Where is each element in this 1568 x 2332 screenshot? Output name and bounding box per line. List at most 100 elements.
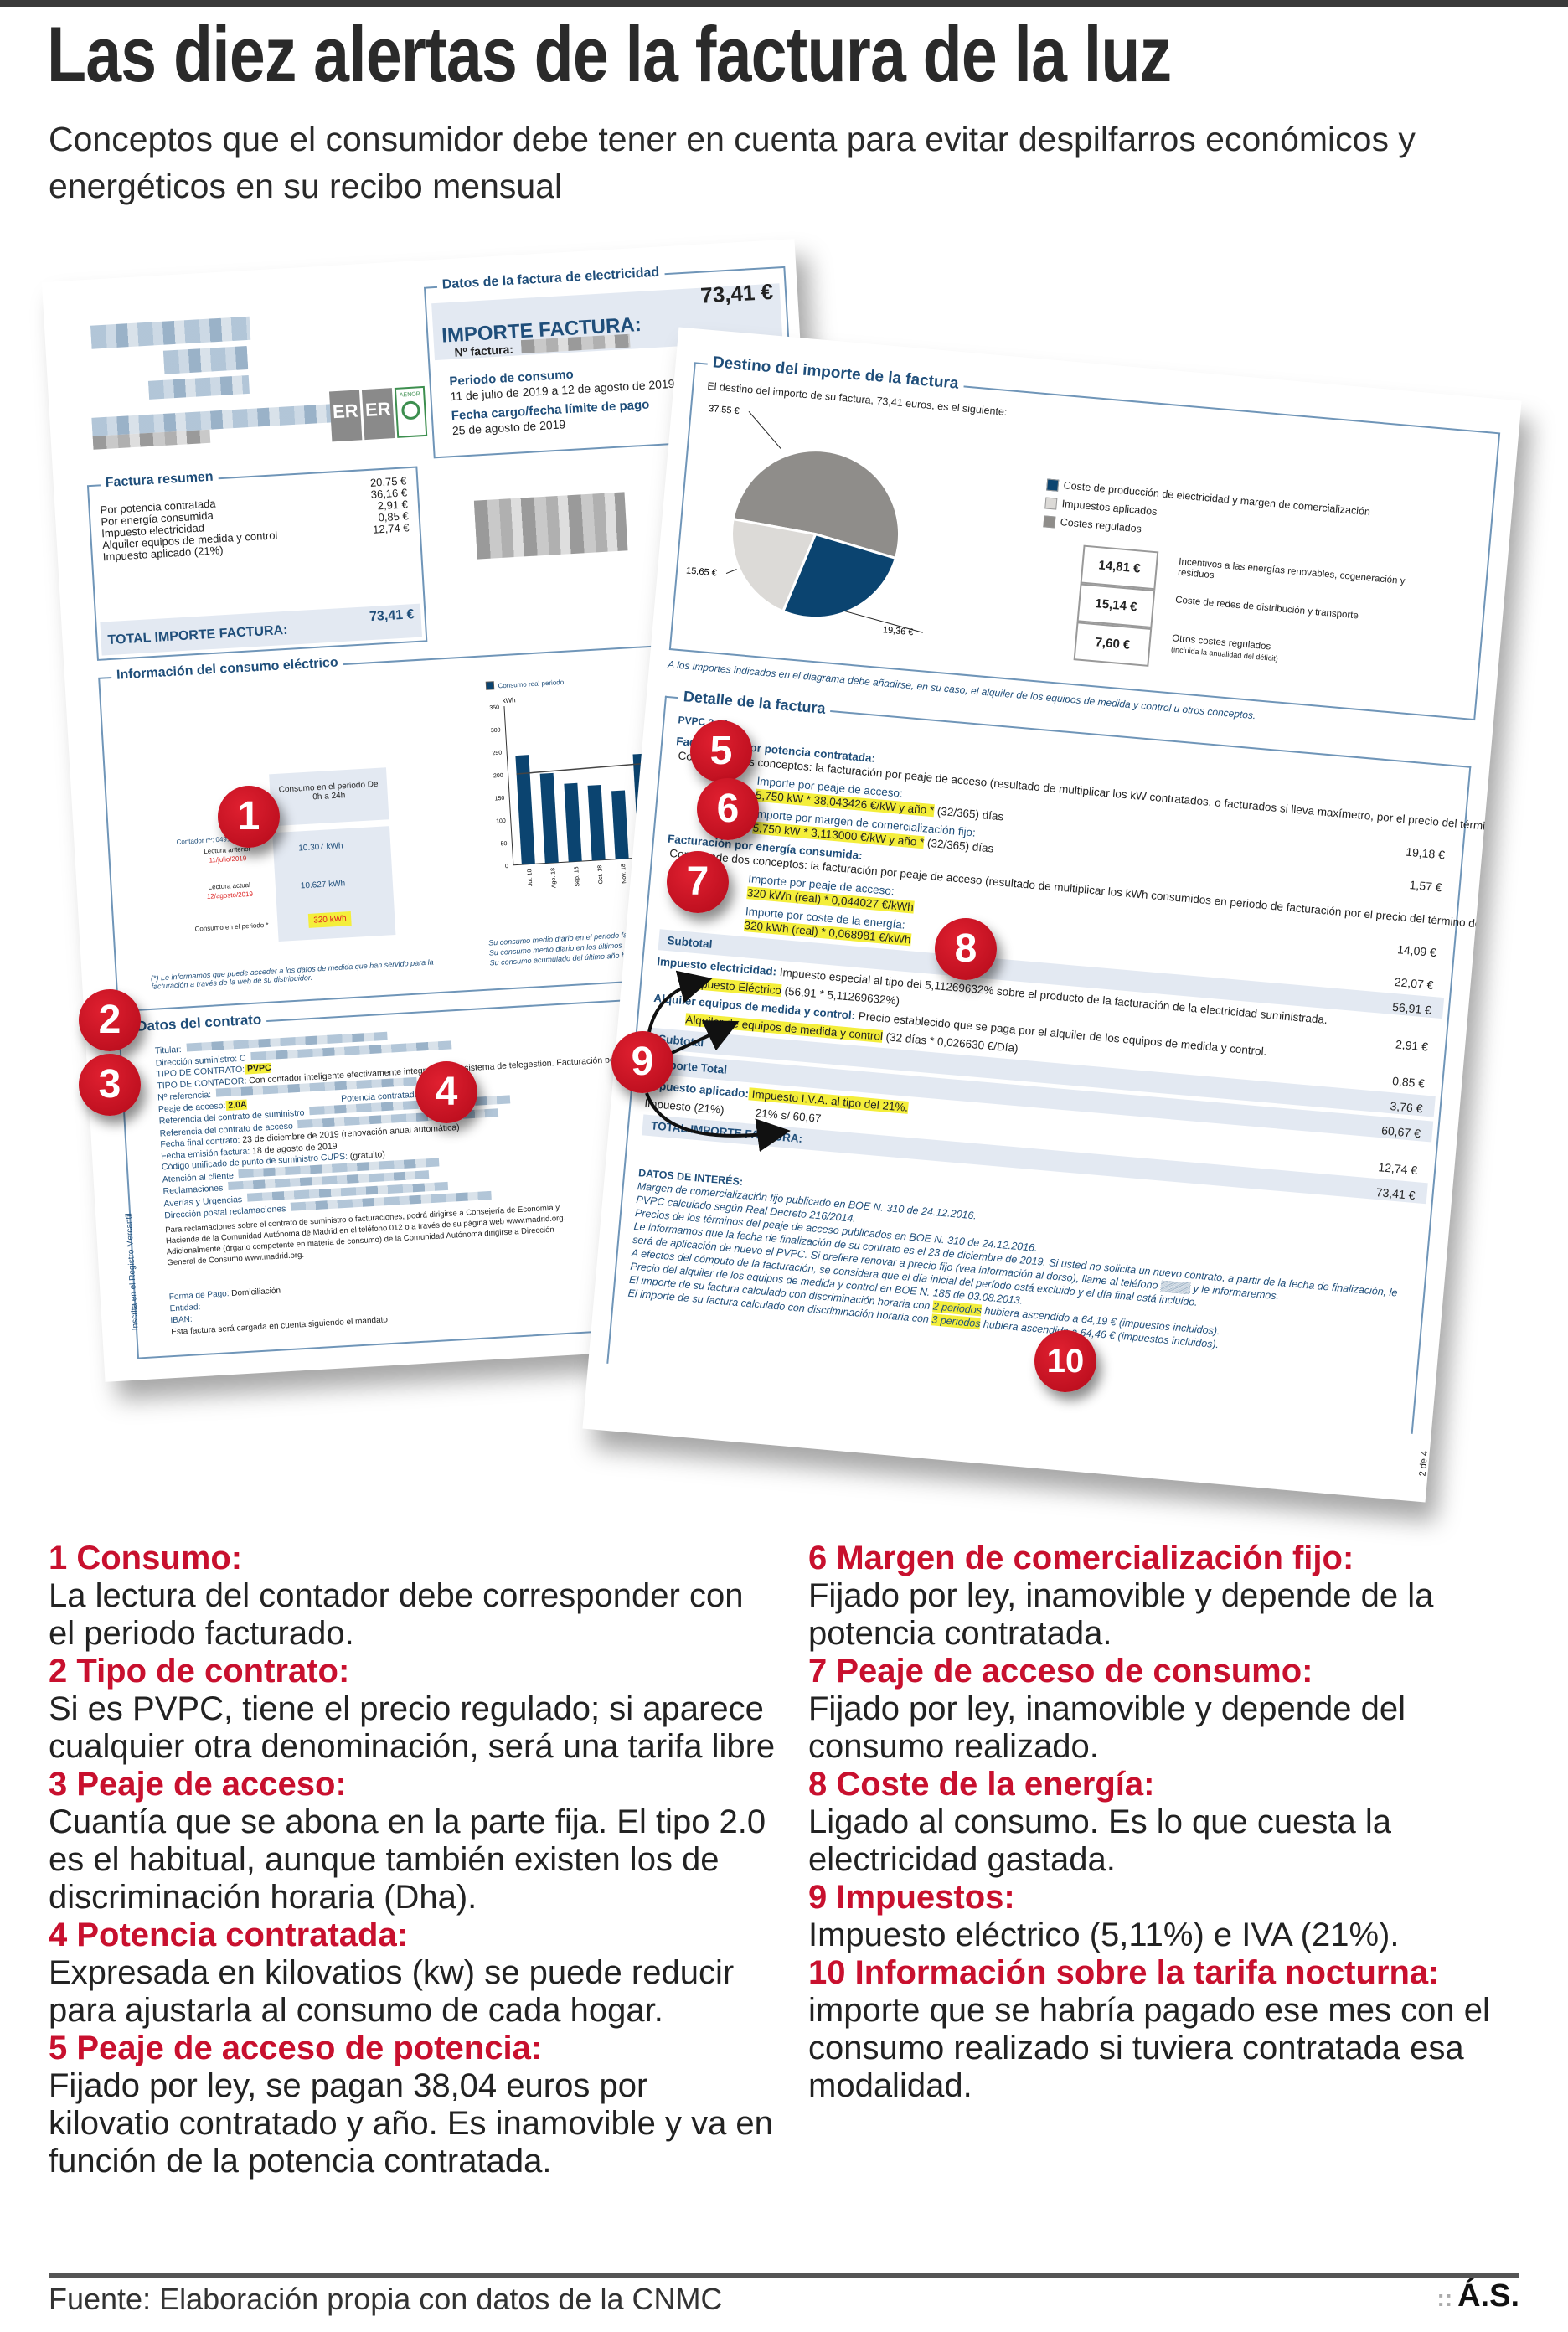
explanation-text: Si es PVPC, tiene el precio regulado; si… <box>49 1690 776 1765</box>
regulated-cost-value: 14,81 € <box>1080 544 1159 591</box>
marker-9: 9 <box>611 1031 673 1093</box>
explanation-title: 3 Peaje de acceso: <box>49 1766 347 1803</box>
legend-swatch <box>1046 478 1060 492</box>
marker-7: 7 <box>667 851 729 913</box>
explanation-text: Fijado por ley, se pagan 38,04 euros por… <box>49 2067 773 2180</box>
consumption-footnote: (*) Le informamos que puede acceder a lo… <box>150 957 434 991</box>
source-note: Fuente: Elaboración propia con datos de … <box>49 2282 723 2316</box>
y-tick-label: 200 <box>493 773 503 780</box>
regulated-cost-value: 7,60 € <box>1073 622 1153 667</box>
y-tick-label: 150 <box>494 796 504 802</box>
explanation-title: 2 Tipo de contrato: <box>49 1653 350 1690</box>
detail-amount: 14,09 € <box>1396 942 1437 960</box>
pie-leader <box>842 610 923 633</box>
aenor-environment-logo: AENOR <box>394 385 428 438</box>
y-tick-label: 0 <box>505 864 508 869</box>
marker-8: 8 <box>935 918 997 980</box>
detail-amount: 22,07 € <box>1394 974 1435 992</box>
contract-line-label: Titular: <box>154 1044 182 1056</box>
period-consumption-label: Consumo en el periodo * <box>194 921 269 933</box>
detail-amount: 56,91 € <box>1391 999 1432 1017</box>
redacted-block <box>91 404 336 436</box>
x-tick-label: Jul. 18 <box>527 869 534 886</box>
regulated-cost-label: Coste de redes de distribución y transpo… <box>1175 595 1426 627</box>
section-heading: Datos de la factura de electricidad <box>436 265 665 293</box>
explanations-left-column: 1 Consumo: La lectura del contador debe c… <box>49 1540 777 2180</box>
bar <box>611 790 629 859</box>
x-tick-label: Nov. 18 <box>621 864 627 884</box>
top-rule <box>0 0 1568 7</box>
detail-rows: Facturación por potencia contratada: Com… <box>642 734 1522 1208</box>
pie-value-label: 19,36 € <box>882 625 914 637</box>
explanation-title: 7 Peaje de acceso de consumo: <box>808 1653 1313 1690</box>
explanation-text: La lectura del contador debe corresponde… <box>49 1577 744 1652</box>
aenor-er-logo: ER <box>328 390 363 442</box>
explanation-text: Fijado por ley, inamovible y depende de … <box>808 1577 1434 1652</box>
pie-slice <box>730 517 818 613</box>
explanation-title: 5 Peaje de acceso de potencia: <box>49 2030 543 2066</box>
explanation-text: importe que se habría pagado ese mes con… <box>808 1992 1490 2104</box>
y-tick-label: 100 <box>496 818 506 825</box>
marker-5: 5 <box>690 720 752 782</box>
page-subtitle: Conceptos que el consumidor debe tener e… <box>49 120 1416 205</box>
bill-page-2: Destino del importe de la factura El des… <box>582 327 1522 1503</box>
legend-label: Costes regulados <box>1060 516 1142 535</box>
bar <box>539 772 559 864</box>
explanation-text: Ligado al consumo. Es lo que cuesta la e… <box>808 1803 1391 1878</box>
marker-1: 1 <box>218 786 280 848</box>
explanation-text: Impuesto eléctrico (5,11%) e IVA (21%). <box>808 1917 1400 1953</box>
pie-slice <box>731 449 900 560</box>
explanation-title: 1 Consumo: <box>49 1540 243 1576</box>
footer-rule <box>49 2273 1519 2278</box>
meter-table-header: Consumo en el periodo De 0h a 24h <box>269 767 389 827</box>
regulated-cost-label: Otros costes regulados (incluida la anual… <box>1171 633 1423 677</box>
marker-6: 6 <box>697 778 759 840</box>
detail-amount: 1,57 € <box>1409 878 1443 895</box>
detail-row-label: TOTAL IMPORTE FACTURA: <box>650 1119 803 1146</box>
explanation-title: 8 Coste de la energía: <box>808 1766 1155 1803</box>
contract-line-value: (gratuito) <box>347 1149 386 1162</box>
x-tick-label: Sep. 18 <box>574 866 580 887</box>
brand-logo: :: Á.S. <box>1436 2278 1519 2314</box>
bar <box>564 782 582 862</box>
explanation-text: Expresada en kilovatios (kw) se puede re… <box>49 1954 735 2029</box>
x-tick-label: Oct. 18 <box>597 864 604 884</box>
summary-labels: Por potencia contratada Por energía consu… <box>100 494 278 563</box>
contract-line-value: PVPC <box>244 1062 271 1075</box>
legend-swatch <box>1044 497 1058 510</box>
legend-swatch <box>1043 515 1056 529</box>
payment-info: Forma de Pago: Domiciliación Entidad: IB… <box>168 1286 389 1338</box>
detail-amount: 0,85 € <box>1391 1074 1426 1091</box>
y-axis-unit: kWh <box>502 696 515 704</box>
page-indicator: 2 de 4 <box>1417 1450 1431 1477</box>
explanation-title: 6 Margen de comercialización fijo: <box>808 1540 1354 1576</box>
previous-reading: Lectura anterior 11/julio/2019 <box>204 844 251 864</box>
pie-value-label: 37,55 € <box>709 404 740 416</box>
marker-4: 4 <box>415 1061 477 1123</box>
y-tick-label: 350 <box>489 704 499 711</box>
factura-number-label: Nº factura: <box>454 342 514 359</box>
detail-amount: 12,74 € <box>1377 1160 1418 1178</box>
pie-value-label: 15,65 € <box>686 565 718 578</box>
period-consumption-value: 320 kWh <box>307 911 353 928</box>
pie-leader <box>748 410 781 449</box>
section-heading: Factura resumen <box>100 469 219 492</box>
y-axis <box>503 706 514 865</box>
marker-3: 3 <box>79 1054 141 1116</box>
explanation-text: Cuantía que se abona en la parte fija. E… <box>49 1803 766 1916</box>
legend-swatch <box>485 681 495 690</box>
bar <box>515 755 535 865</box>
section-heading: Información del consumo eléctrico <box>111 655 344 684</box>
section-heading: Datos del contrato <box>131 1011 267 1036</box>
explanations-right-column: 6 Margen de comercialización fijo: Fijado… <box>808 1540 1537 2105</box>
highlighted-text: Impuesto Eléctrico <box>688 976 782 998</box>
section-heading: Detalle de la factura <box>678 687 832 719</box>
marker-2: 2 <box>79 989 141 1051</box>
label-text: Coste de redes de distribución y transpo… <box>1174 595 1359 622</box>
invoice-summary-box: Factura resumen Por potencia contratada P… <box>86 466 428 661</box>
destination-box: Destino del importe de la factura El des… <box>668 353 1501 721</box>
destination-pie-chart: 37,55 € 15,65 € 19,36 € <box>686 404 923 637</box>
explanation-text: Fijado por ley, inamovible y depende del… <box>808 1690 1406 1765</box>
redacted-block <box>147 374 250 400</box>
x-tick-label: Ago. 18 <box>550 868 557 889</box>
